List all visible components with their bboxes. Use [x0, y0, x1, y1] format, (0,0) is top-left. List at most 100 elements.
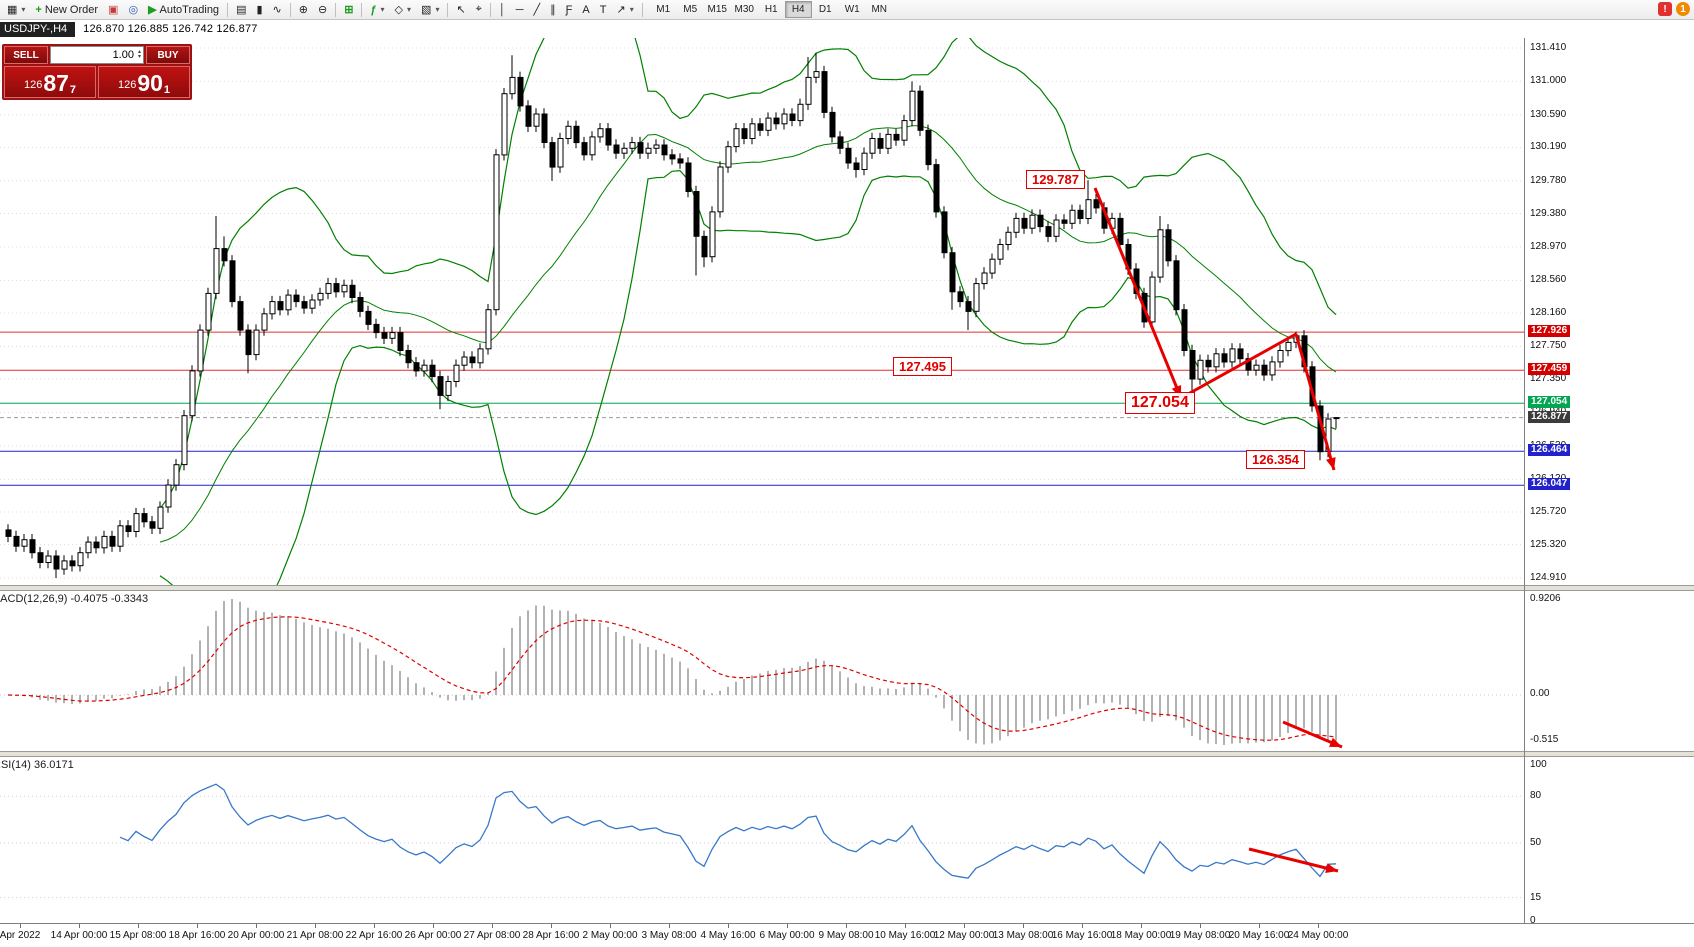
macd-scale-label: -0.515 [1530, 734, 1559, 745]
indicators-button[interactable]: ƒ ▾ [365, 1, 389, 18]
chevron-down-icon: ▾ [407, 5, 412, 14]
trendline-button[interactable]: ╱ [529, 1, 546, 18]
time-axis-label: 2 May 00:00 [582, 930, 638, 941]
timeframe-button-h4[interactable]: H4 [784, 1, 812, 18]
price-axis-label: 127.750 [1530, 340, 1567, 351]
price-axis-label: 130.190 [1530, 141, 1567, 152]
toolbar-separator [489, 2, 491, 17]
time-axis[interactable]: Apr 2022 14 Apr 00:00 15 Apr 08:00 18 Apr 1… [0, 923, 1694, 947]
spinner-down-icon[interactable]: ▾ [137, 54, 141, 60]
line-chart-button[interactable]: ∿ [268, 1, 287, 18]
timeframe-button-m15[interactable]: M15 [704, 1, 731, 18]
buy-price-button[interactable]: 126 90 1 [98, 66, 190, 98]
panel-divider[interactable] [0, 585, 1694, 591]
price-axis-label: 129.780 [1530, 175, 1567, 186]
zoom-out-button[interactable]: ⊖ [313, 1, 332, 18]
objects-button[interactable]: ◇ ▾ [390, 1, 416, 18]
timeframe-button-h1[interactable]: H1 [758, 1, 785, 18]
tile-windows-button[interactable]: ⊞ [339, 1, 358, 18]
time-axis-label: 24 May 00:00 [1287, 930, 1349, 941]
candlestick-chart-button[interactable]: ▮ [251, 1, 267, 18]
time-axis-label: Apr 2022 [0, 930, 41, 941]
time-axis-label: 15 Apr 08:00 [109, 930, 167, 941]
price-axis-label: 131.410 [1530, 42, 1567, 53]
panel-divider[interactable] [0, 751, 1694, 757]
channel-button[interactable]: ∥ [545, 1, 561, 18]
shapes-icon: ↗ [616, 4, 626, 16]
macd-panel[interactable]: MACD(12,26,9) -0.4075 -0.3343 [0, 591, 1524, 751]
timeframe-button-d1[interactable]: D1 [812, 1, 839, 18]
autotrading-button[interactable]: ▶ AutoTrading [143, 1, 224, 18]
chevron-down-icon: ▾ [435, 5, 440, 14]
market-button[interactable]: ▣ [103, 1, 123, 18]
time-axis-label: 10 May 16:00 [874, 930, 936, 941]
price-annotation[interactable]: 126.354 [1246, 450, 1305, 469]
cursor-button[interactable]: ↖ [451, 1, 470, 18]
toolbar-separator [289, 2, 291, 17]
timeframe-button-m1[interactable]: M1 [650, 1, 677, 18]
timeframe-button-mn[interactable]: MN [866, 1, 893, 18]
autotrading-label: AutoTrading [159, 3, 220, 16]
bar-chart-button[interactable]: ▤ [231, 1, 251, 18]
timeframe-switcher: M1 M5 M15 M30 H1 H4 D1 W1 MN [650, 1, 893, 18]
shapes-button[interactable]: ↗ ▾ [611, 1, 638, 18]
time-axis-tick [964, 924, 965, 928]
price-axis-tag: 127.459 [1528, 363, 1571, 375]
toolbar-separator [361, 2, 363, 17]
text-button[interactable]: A [577, 1, 594, 18]
time-axis-tick [138, 924, 139, 928]
price-axis-label: 128.970 [1530, 241, 1567, 252]
spinner-up-icon[interactable]: ▴ [137, 49, 141, 55]
time-axis-tick [492, 924, 493, 928]
zoom-in-button[interactable]: ⊕ [294, 1, 313, 18]
new-order-label: New Order [44, 3, 99, 16]
text-label-button[interactable]: T [595, 1, 612, 18]
main-chart[interactable] [0, 38, 1524, 585]
alert-icon[interactable]: ! [1658, 2, 1672, 16]
trendline-icon: ╱ [533, 4, 541, 16]
new-order-button[interactable]: + New Order [30, 1, 103, 18]
vertical-line-button[interactable]: │ [494, 1, 511, 18]
timeframe-button-m30[interactable]: M30 [731, 1, 758, 18]
time-axis-tick [197, 924, 198, 928]
fibonacci-button[interactable]: Ƒ [561, 1, 578, 18]
rsi-scale-label: 100 [1530, 759, 1547, 770]
market-icon: ▣ [108, 4, 119, 16]
rsi-panel[interactable]: RSI(14) 36.0171 [0, 757, 1524, 923]
time-axis-label: 18 Apr 16:00 [168, 930, 226, 941]
buy-button[interactable]: BUY [146, 46, 190, 64]
macd-scale-label: 0.9206 [1530, 593, 1561, 604]
horizontal-line-button[interactable]: ─ [511, 1, 529, 18]
price-axis[interactable]: 131.410 131.000 130.590 130.190 129.780 129.3… [1527, 38, 1694, 923]
objects-icon: ◇ [394, 4, 404, 16]
sell-price-button[interactable]: 126 87 7 [4, 66, 96, 98]
notification-badge[interactable]: 1 [1676, 2, 1690, 16]
timeframe-button-m5[interactable]: M5 [677, 1, 704, 18]
sell-price-prefix: 126 [23, 79, 43, 91]
chart-symbol-tab[interactable]: USDJPY-,H4 [0, 21, 76, 37]
new-chart-button[interactable]: ▦ ▾ [2, 1, 30, 18]
macd-scale: 0.9206 0.00 -0.515 [1527, 591, 1694, 751]
templates-button[interactable]: ▧ ▾ [416, 1, 444, 18]
price-annotation[interactable]: 127.054 [1125, 392, 1195, 414]
time-axis-tick [1141, 924, 1142, 928]
sell-price-pip: 7 [69, 84, 77, 96]
chart-symbol-label: USDJPY-,H4 [4, 22, 68, 35]
sell-button[interactable]: SELL [4, 46, 48, 64]
buy-price-pip: 1 [163, 84, 171, 96]
price-axis-label: 128.160 [1530, 307, 1567, 318]
price-annotation[interactable]: 129.787 [1026, 170, 1085, 189]
crosshair-button[interactable]: ⌖ [471, 1, 487, 18]
bar-chart-icon: ▤ [236, 4, 247, 16]
community-button[interactable]: ◎ [123, 1, 143, 18]
price-annotation[interactable]: 127.495 [893, 357, 952, 376]
timeframe-button-w1[interactable]: W1 [839, 1, 866, 18]
lot-size-input[interactable] [77, 48, 136, 62]
buy-price-big: 90 [137, 70, 163, 96]
new-chart-icon: ▦ [7, 4, 18, 16]
time-axis-tick [20, 924, 21, 928]
time-axis-label: 26 Apr 00:00 [404, 930, 462, 941]
main-toolbar: ▦ ▾ + New Order ▣ ◎ ▶ AutoTrading ▤ ▮ ∿ ⊕ ⊖… [0, 0, 1694, 20]
time-axis-label: 16 May 16:00 [1051, 930, 1113, 941]
lot-spinner[interactable]: ▴ ▾ [137, 49, 141, 60]
